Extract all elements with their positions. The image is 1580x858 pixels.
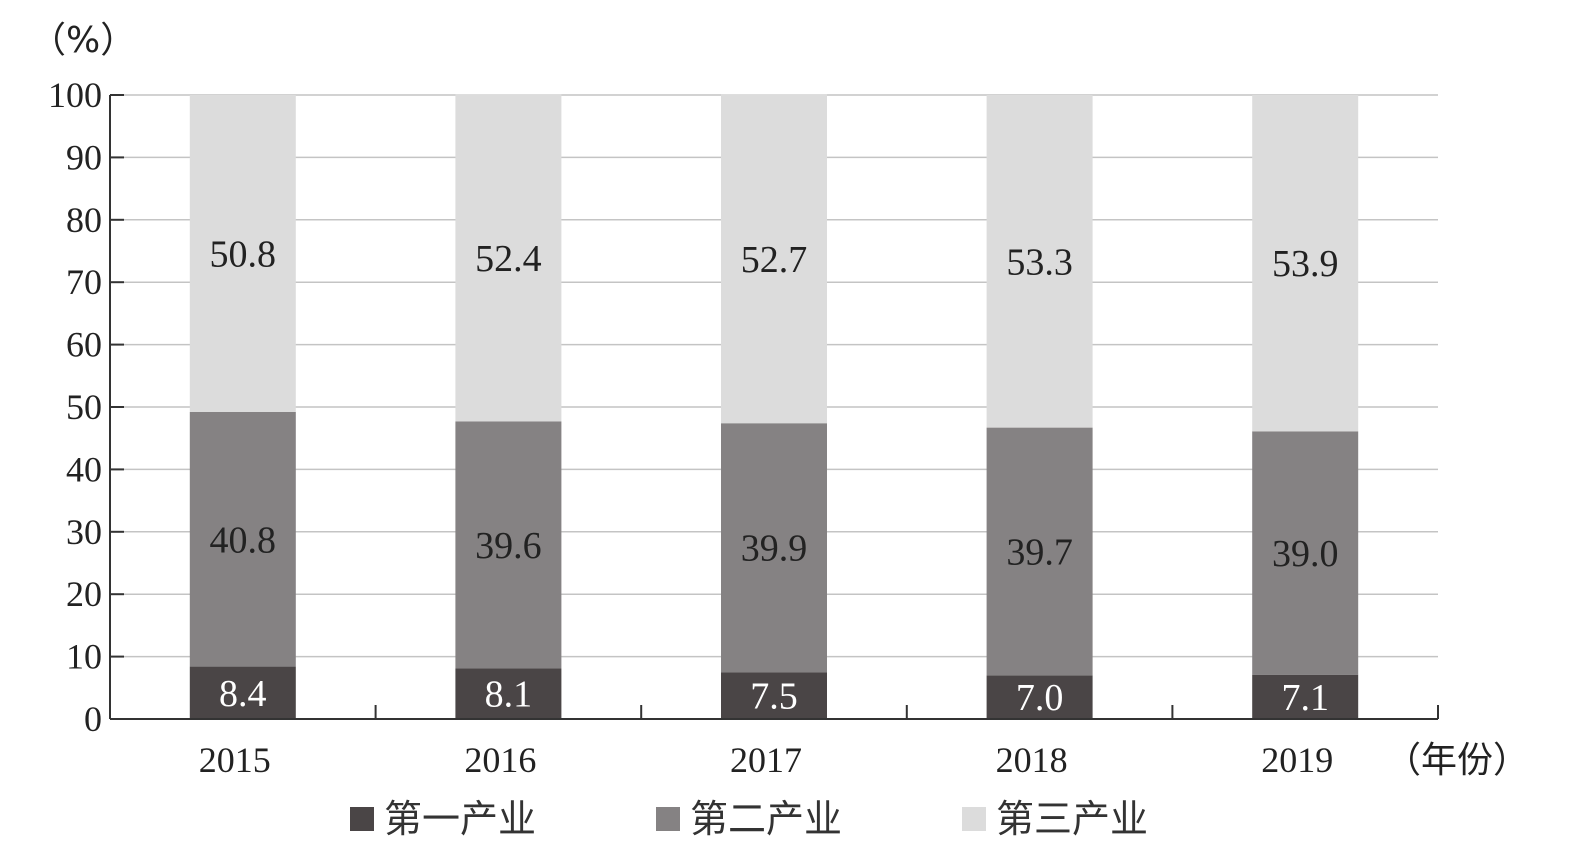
data-label: 8.1: [485, 674, 533, 716]
legend-label-1: 第一产业: [384, 797, 536, 841]
bar-segment-2-2017: [721, 423, 827, 673]
bars: [189, 94, 1359, 719]
data-label: 7.0: [1016, 677, 1064, 719]
data-label: 39.0: [1272, 533, 1339, 575]
x-tick-label: 2018: [996, 740, 1068, 780]
bar-segment-3-2015: [189, 95, 296, 412]
bar-segment-1-2019: [1252, 674, 1359, 719]
y-tick-label: 70: [66, 262, 102, 302]
y-tick-label: 0: [84, 699, 102, 739]
bar-segment-1-2018: [986, 675, 1093, 719]
x-tick-label: 2015: [199, 740, 271, 780]
y-axis-unit-label: （%）: [30, 20, 136, 61]
data-label: 7.5: [750, 676, 798, 718]
bar-segment-2-2019: [1252, 431, 1359, 675]
legend-swatch-2: [656, 807, 680, 831]
data-label: 52.4: [475, 238, 542, 280]
bar-segment-3-2019: [1252, 95, 1359, 432]
y-tick-label: 40: [66, 449, 102, 489]
x-tick-label: 2017: [730, 740, 802, 780]
bar-segment-2-2015: [189, 411, 296, 667]
y-tick-label: 80: [66, 200, 102, 240]
bar-segment-1-2016: [455, 668, 562, 719]
y-tick-label: 50: [66, 387, 102, 427]
data-label: 40.8: [210, 519, 277, 561]
legend-label-3: 第三产业: [996, 797, 1148, 841]
data-label: 7.1: [1281, 677, 1329, 719]
bar-segment-2-2016: [455, 421, 562, 669]
data-label: 50.8: [210, 233, 277, 275]
bar-segment-1-2015: [189, 666, 296, 719]
legend: 第一产业 第二产业 第三产业: [350, 797, 1148, 841]
bar-segment-3-2018: [986, 95, 1093, 428]
y-tick-label: 20: [66, 574, 102, 614]
data-label: 53.3: [1006, 241, 1073, 283]
x-axis-unit-label: （年份）: [1385, 740, 1529, 781]
x-tick-label: 2016: [464, 740, 536, 780]
data-label: 39.6: [475, 525, 542, 567]
bar-segment-3-2016: [455, 94, 562, 422]
bar-segment-1-2017: [721, 672, 827, 719]
y-tick-label: 100: [48, 75, 102, 115]
x-tick-label: 2019: [1261, 740, 1333, 780]
bar-segment-2-2018: [986, 427, 1093, 676]
y-tick-label: 90: [66, 137, 102, 177]
legend-swatch-3: [962, 807, 986, 831]
y-tick-label: 30: [66, 512, 102, 552]
legend-swatch-1: [350, 807, 374, 831]
legend-label-2: 第二产业: [690, 797, 842, 841]
data-label: 8.4: [219, 673, 267, 715]
data-label: 52.7: [741, 239, 808, 281]
data-label: 53.9: [1272, 243, 1339, 285]
data-label: 39.9: [741, 528, 808, 570]
y-tick-label: 60: [66, 325, 102, 365]
data-label: 39.7: [1006, 531, 1073, 573]
axes: 0 10 20 30 40 50 60 70 80 90 100 2015 2016 2017 2018 20…: [48, 75, 1439, 780]
data-labels: 8.4 40.8 50.8 8.1 39.6 52.4 7.5 39.9 52.7 7.0 39.7…: [210, 233, 1339, 719]
bar-segment-3-2017: [721, 94, 827, 424]
y-tick-label: 10: [66, 637, 102, 677]
